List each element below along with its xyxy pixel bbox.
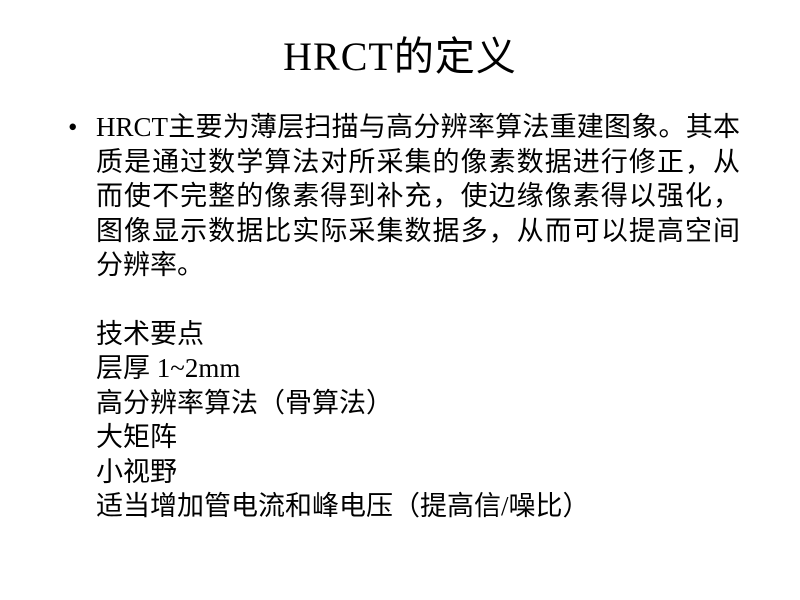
bullet-icon: • bbox=[68, 110, 77, 145]
tech-point: 适当增加管电流和峰电压（提高信/噪比） bbox=[96, 489, 740, 524]
definition-paragraph: HRCT主要为薄层扫描与高分辨率算法重建图象。其本质是通过数学算法对所采集的像素… bbox=[96, 110, 740, 283]
tech-point: 高分辨率算法（骨算法） bbox=[96, 386, 740, 421]
technical-points: 技术要点 层厚 1~2mm 高分辨率算法（骨算法） 大矩阵 小视野 适当增加管电… bbox=[96, 317, 740, 524]
tech-point: 层厚 1~2mm bbox=[96, 351, 740, 386]
slide-title: HRCT的定义 bbox=[50, 24, 750, 82]
slide: HRCT的定义 • HRCT主要为薄层扫描与高分辨率算法重建图象。其本质是通过数… bbox=[0, 0, 800, 600]
bullet-item: • HRCT主要为薄层扫描与高分辨率算法重建图象。其本质是通过数学算法对所采集的… bbox=[96, 110, 740, 524]
tech-heading: 技术要点 bbox=[96, 317, 740, 352]
slide-body: • HRCT主要为薄层扫描与高分辨率算法重建图象。其本质是通过数学算法对所采集的… bbox=[50, 110, 750, 524]
tech-point: 大矩阵 bbox=[96, 420, 740, 455]
tech-point: 小视野 bbox=[96, 455, 740, 490]
